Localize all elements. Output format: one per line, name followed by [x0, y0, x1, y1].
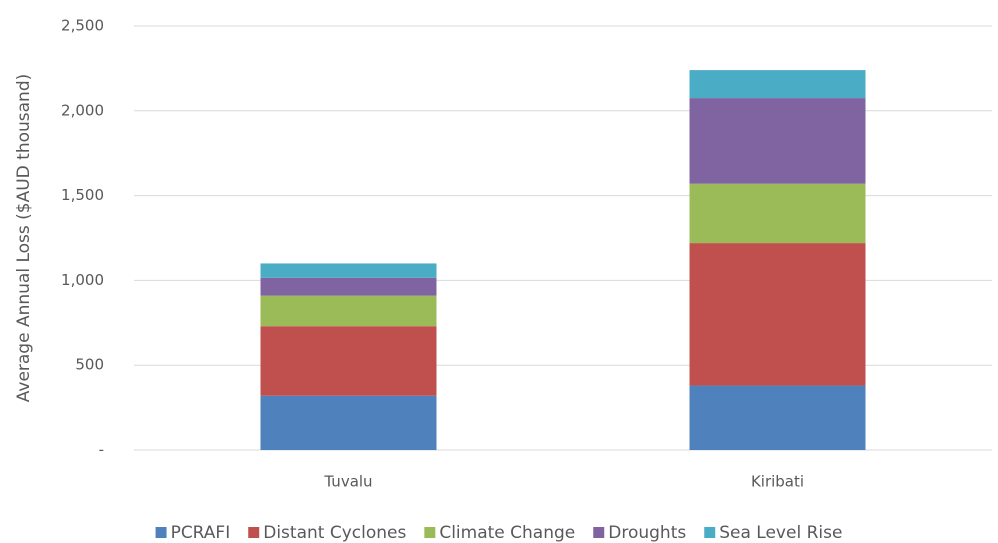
bar-segment	[260, 395, 437, 450]
y-tick-label: 2,500	[61, 17, 104, 35]
x-tick-label: Kiribati	[751, 473, 804, 491]
bar-segment	[689, 243, 866, 386]
bar-segment	[689, 98, 866, 184]
legend-swatch	[248, 527, 260, 538]
y-tick-label: 500	[75, 356, 104, 374]
bar-segment	[689, 183, 866, 244]
legend-label: PCRAFI	[171, 523, 231, 543]
legend-label: Sea Level Rise	[719, 523, 842, 543]
bar-segment	[260, 295, 437, 327]
bar-segment	[260, 326, 437, 396]
legend-label: Distant Cyclones	[263, 523, 406, 543]
legend-label: Climate Change	[439, 523, 575, 543]
bar-segment	[260, 277, 437, 296]
y-tick-label: 1,500	[61, 186, 104, 204]
y-tick-label: 1,000	[61, 271, 104, 289]
y-axis-label: Average Annual Loss ($AUD thousand)	[14, 74, 34, 403]
bar-segment	[689, 385, 866, 450]
legend-swatch	[424, 527, 436, 538]
y-tick-label: -	[99, 441, 104, 459]
legend-swatch	[155, 527, 167, 538]
bar-segment	[260, 263, 437, 278]
legend-swatch	[704, 527, 716, 538]
legend-swatch	[593, 527, 605, 538]
x-tick-label: Tuvalu	[323, 473, 372, 491]
legend-label: Droughts	[608, 523, 686, 543]
bar-segment	[689, 70, 866, 99]
y-tick-label: 2,000	[61, 101, 104, 119]
